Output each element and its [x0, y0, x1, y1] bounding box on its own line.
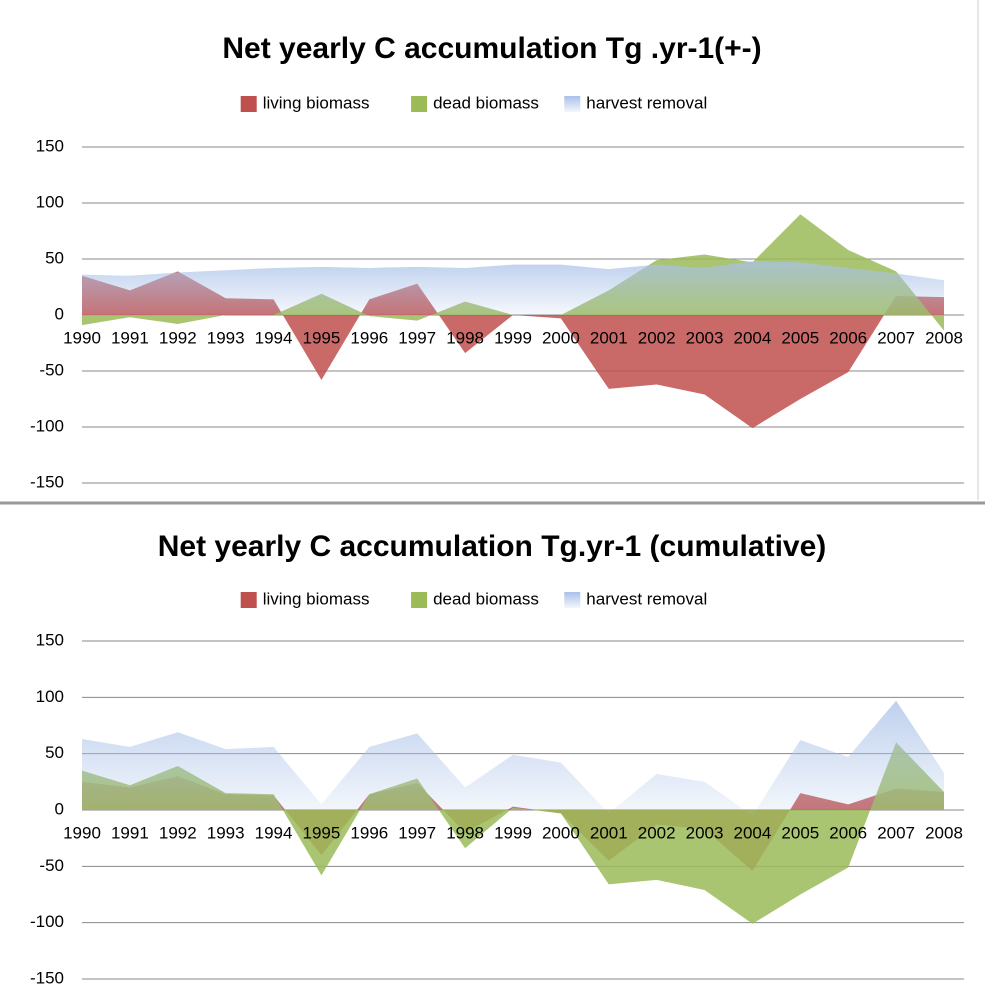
legend-swatch — [564, 96, 581, 112]
area — [82, 271, 944, 429]
x-tick-label: 2005 — [781, 328, 819, 347]
legend-label: living biomass — [263, 93, 370, 112]
x-tick-label: 2007 — [877, 823, 915, 842]
legend-swatch — [240, 592, 257, 608]
x-tick-label: 1995 — [303, 328, 341, 347]
x-tick-label: 1998 — [446, 823, 484, 842]
x-tick-label: 2001 — [590, 823, 628, 842]
y-tick-label: -150 — [30, 472, 64, 491]
legend-label: harvest removal — [586, 589, 707, 608]
x-tick-label: 2008 — [925, 328, 963, 347]
x-tick-label: 2006 — [829, 823, 867, 842]
x-tick-label: 2004 — [734, 823, 772, 842]
legend-label: dead biomass — [433, 589, 539, 608]
x-tick-label: 2006 — [829, 328, 867, 347]
x-tick-label: 2007 — [877, 328, 915, 347]
x-tick-label: 1990 — [63, 328, 101, 347]
legend-swatch — [411, 592, 428, 608]
x-tick-label: 1993 — [207, 328, 245, 347]
x-tick-label: 2001 — [590, 328, 628, 347]
legend-label: living biomass — [263, 589, 370, 608]
x-tick-label: 2004 — [734, 328, 772, 347]
y-tick-label: 0 — [55, 799, 64, 818]
y-tick-label: -100 — [30, 416, 64, 435]
y-tick-label: -50 — [39, 856, 64, 875]
legend-label: dead biomass — [433, 93, 539, 112]
area — [82, 700, 944, 816]
y-tick-label: 150 — [36, 136, 64, 155]
y-tick-label: 100 — [36, 192, 64, 211]
chart-title: Net yearly C accumulation Tg.yr-1 (cumul… — [158, 530, 827, 563]
x-tick-label: 1997 — [398, 823, 436, 842]
x-tick-label: 2000 — [542, 328, 580, 347]
x-tick-label: 1991 — [111, 328, 149, 347]
y-tick-label: -100 — [30, 912, 64, 931]
y-tick-label: -50 — [39, 360, 64, 379]
x-tick-label: 1998 — [446, 328, 484, 347]
x-tick-label: 2002 — [638, 823, 676, 842]
legend-swatch — [411, 96, 428, 112]
y-tick-label: -150 — [30, 968, 64, 987]
legend-swatch — [240, 96, 257, 112]
x-tick-label: 1990 — [63, 823, 101, 842]
y-tick-label: 150 — [36, 630, 64, 649]
legend-label: harvest removal — [586, 93, 707, 112]
x-tick-label: 1992 — [159, 823, 197, 842]
x-tick-label: 1999 — [494, 328, 532, 347]
x-tick-label: 1997 — [398, 328, 436, 347]
x-tick-label: 1992 — [159, 328, 197, 347]
legend-swatch — [564, 592, 581, 608]
x-tick-label: 1995 — [303, 823, 341, 842]
x-tick-label: 1996 — [350, 823, 388, 842]
y-tick-label: 50 — [45, 248, 64, 267]
y-tick-label: 50 — [45, 743, 64, 762]
x-tick-label: 2005 — [781, 823, 819, 842]
x-tick-label: 2003 — [686, 328, 724, 347]
x-tick-label: 1994 — [255, 328, 293, 347]
x-tick-label: 2000 — [542, 823, 580, 842]
area — [82, 742, 944, 924]
x-tick-label: 2003 — [686, 823, 724, 842]
y-tick-label: 0 — [55, 304, 64, 323]
x-tick-label: 2002 — [638, 328, 676, 347]
x-tick-label: 1999 — [494, 823, 532, 842]
x-tick-label: 1994 — [255, 823, 293, 842]
area — [82, 261, 944, 315]
y-tick-label: 100 — [36, 687, 64, 706]
x-tick-label: 1991 — [111, 823, 149, 842]
x-tick-label: 1996 — [350, 328, 388, 347]
x-tick-label: 1993 — [207, 823, 245, 842]
chart-title: Net yearly C accumulation Tg .yr-1(+-) — [222, 32, 761, 65]
x-tick-label: 2008 — [925, 823, 963, 842]
